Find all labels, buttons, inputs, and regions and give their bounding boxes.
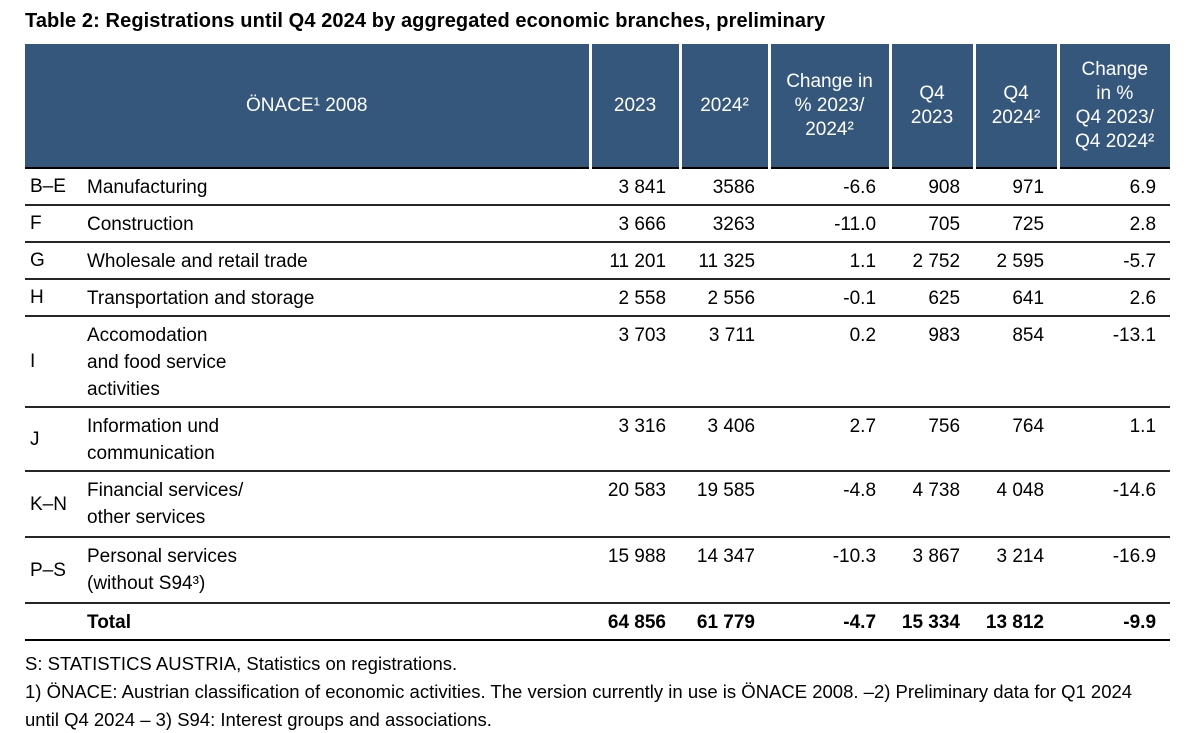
- cell-change-annual: -6.6: [843, 177, 877, 198]
- row-label: Manufacturing: [87, 177, 208, 198]
- table-title: Table 2: Registrations until Q4 2024 by …: [25, 10, 826, 32]
- cell-2024: 11 325: [698, 251, 756, 272]
- cell-2024: 3586: [712, 177, 756, 198]
- cell-2023: 15 988: [607, 546, 667, 567]
- cell-2023: 64 856: [607, 612, 667, 633]
- cell-q4-2023: 908: [928, 177, 961, 198]
- header-onace: ÖNACE¹ 2008: [25, 44, 591, 168]
- source-note: S: STATISTICS AUSTRIA, Statistics on reg…: [25, 653, 458, 674]
- table-header-row: ÖNACE¹ 2008 2023 2024² Change in % 2023/…: [25, 44, 1171, 168]
- cell-q4-2023: 2 752: [912, 251, 961, 272]
- cell-2023: 20 583: [607, 480, 667, 501]
- table-row-information: J Information und communication 3 316 3 …: [25, 407, 1171, 471]
- row-label: Information und communication: [87, 416, 220, 464]
- cell-2024: 61 779: [696, 612, 756, 633]
- row-label: Total: [87, 612, 131, 633]
- cell-change-q4: 2.8: [1129, 214, 1157, 235]
- row-code: [25, 603, 85, 640]
- cell-q4-2024: 3 214: [996, 546, 1045, 567]
- cell-2024: 19 585: [696, 480, 756, 501]
- cell-2024: 3 711: [708, 325, 756, 346]
- cell-2024: 3 406: [707, 416, 756, 437]
- cell-change-annual: 0.2: [849, 325, 877, 346]
- footnote-line-2: until Q4 2024 – 3) S94: Interest groups …: [25, 709, 492, 730]
- row-label: Wholesale and retail trade: [87, 251, 308, 272]
- cell-2023: 3 316: [618, 416, 667, 437]
- cell-q4-2024: 725: [1012, 214, 1045, 235]
- registrations-table: ÖNACE¹ 2008 2023 2024² Change in % 2023/…: [25, 44, 1171, 641]
- table-row-financial: K–N Financial services/ other services 2…: [25, 471, 1171, 537]
- cell-change-q4: -5.7: [1123, 251, 1157, 272]
- cell-2023: 2 558: [618, 288, 667, 309]
- header-change-annual: Change in % 2023/ 2024²: [767, 44, 891, 168]
- cell-change-annual: -11.0: [834, 214, 877, 235]
- row-code: J: [30, 428, 40, 450]
- cell-change-annual: -4.8: [843, 480, 877, 501]
- table-row-wholesale: G Wholesale and retail trade 11 201 11 3…: [25, 242, 1171, 279]
- cell-change-annual: 1.1: [849, 251, 877, 272]
- table-row-construction: F Construction 3 666 3263 -11.0 705 725 …: [25, 205, 1171, 242]
- table-row-manufacturing: B–E Manufacturing 3 841 3586 -6.6 908 97…: [25, 168, 1171, 205]
- cell-q4-2023: 756: [928, 416, 961, 437]
- cell-2023: 3 841: [618, 177, 667, 198]
- header-2023: 2023: [588, 44, 681, 168]
- row-label: Financial services/ other services: [87, 480, 244, 528]
- row-code: K–N: [30, 493, 67, 515]
- header-2024: 2024²: [678, 44, 770, 168]
- cell-q4-2023: 3 867: [912, 546, 961, 567]
- cell-q4-2023: 705: [928, 214, 961, 235]
- row-code: I: [30, 351, 36, 372]
- cell-2023: 11 201: [609, 251, 667, 272]
- table-row-transportation: H Transportation and storage 2 558 2 556…: [25, 279, 1171, 316]
- cell-change-annual: -0.1: [843, 288, 877, 309]
- cell-change-q4: 1.1: [1129, 416, 1157, 437]
- cell-q4-2023: 983: [928, 325, 961, 346]
- cell-q4-2023: 15 334: [901, 612, 961, 633]
- cell-q4-2024: 2 595: [996, 251, 1045, 272]
- footnotes: S: STATISTICS AUSTRIA, Statistics on reg…: [25, 650, 1180, 733]
- cell-2024: 3263: [712, 214, 756, 235]
- cell-q4-2024: 13 812: [985, 612, 1045, 633]
- cell-change-q4: -13.1: [1112, 325, 1157, 346]
- cell-q4-2024: 641: [1012, 288, 1045, 309]
- row-code: B–E: [30, 176, 66, 197]
- header-q4-2024: Q4 2024²: [972, 44, 1059, 168]
- cell-change-annual: 2.7: [849, 416, 877, 437]
- cell-2024: 2 556: [707, 288, 756, 309]
- row-code: H: [30, 287, 44, 308]
- cell-q4-2024: 4 048: [996, 480, 1045, 501]
- row-code: G: [30, 250, 45, 271]
- row-code: F: [30, 213, 42, 234]
- table-row-personal: P–S Personal services (without S94³) 15 …: [25, 537, 1171, 603]
- cell-q4-2024: 854: [1012, 325, 1045, 346]
- header-q4-2023: Q4 2023: [888, 44, 975, 168]
- cell-change-q4: 6.9: [1129, 177, 1157, 198]
- cell-q4-2023: 4 738: [912, 480, 961, 501]
- row-label: Construction: [87, 214, 194, 235]
- row-code: P–S: [30, 559, 66, 581]
- header-change-q4: Change in % Q4 2023/ Q4 2024²: [1056, 44, 1171, 168]
- cell-2023: 3 666: [618, 214, 667, 235]
- cell-q4-2024: 764: [1012, 416, 1045, 437]
- row-label: Transportation and storage: [87, 288, 315, 309]
- cell-change-annual: -4.7: [843, 612, 877, 633]
- cell-change-annual: -10.3: [832, 546, 877, 567]
- cell-2023: 3 703: [618, 325, 667, 346]
- cell-change-q4: 2.6: [1129, 288, 1157, 309]
- cell-q4-2023: 625: [928, 288, 961, 309]
- row-label: Personal services (without S94³): [87, 546, 237, 594]
- footnote-line-1: 1) ÖNACE: Austrian classification of eco…: [25, 681, 1133, 702]
- cell-change-q4: -16.9: [1112, 546, 1157, 567]
- cell-q4-2024: 971: [1012, 177, 1045, 198]
- table-row-accommodation: I Accomodation and food service activiti…: [25, 316, 1171, 407]
- table-row-total: Total 64 856 61 779 -4.7 15 334 13 812 -…: [25, 603, 1171, 640]
- cell-change-q4: -9.9: [1123, 612, 1157, 633]
- cell-change-q4: -14.6: [1112, 480, 1157, 501]
- row-label: Accomodation and food service activities: [87, 325, 227, 400]
- cell-2024: 14 347: [696, 546, 756, 567]
